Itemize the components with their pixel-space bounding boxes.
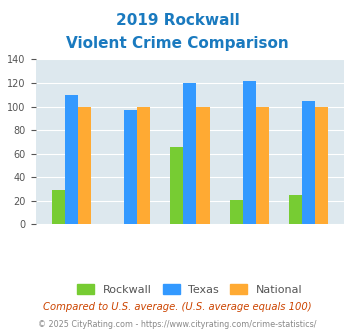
Bar xyxy=(315,107,328,224)
Bar xyxy=(196,107,209,224)
Bar xyxy=(230,200,243,224)
Bar xyxy=(184,83,196,224)
Text: Compared to U.S. average. (U.S. average equals 100): Compared to U.S. average. (U.S. average … xyxy=(43,302,312,312)
Bar xyxy=(170,147,184,224)
Text: Violent Crime Comparison: Violent Crime Comparison xyxy=(66,36,289,51)
Bar xyxy=(124,110,137,224)
Text: 2019 Rockwall: 2019 Rockwall xyxy=(116,13,239,28)
Text: © 2025 CityRating.com - https://www.cityrating.com/crime-statistics/: © 2025 CityRating.com - https://www.city… xyxy=(38,320,317,329)
Bar xyxy=(256,107,269,224)
Bar xyxy=(289,195,302,224)
Bar xyxy=(243,81,256,224)
Bar xyxy=(51,190,65,224)
Bar xyxy=(65,95,78,224)
Bar xyxy=(137,107,150,224)
Bar xyxy=(302,101,315,224)
Bar xyxy=(78,107,91,224)
Legend: Rockwall, Texas, National: Rockwall, Texas, National xyxy=(73,280,307,299)
